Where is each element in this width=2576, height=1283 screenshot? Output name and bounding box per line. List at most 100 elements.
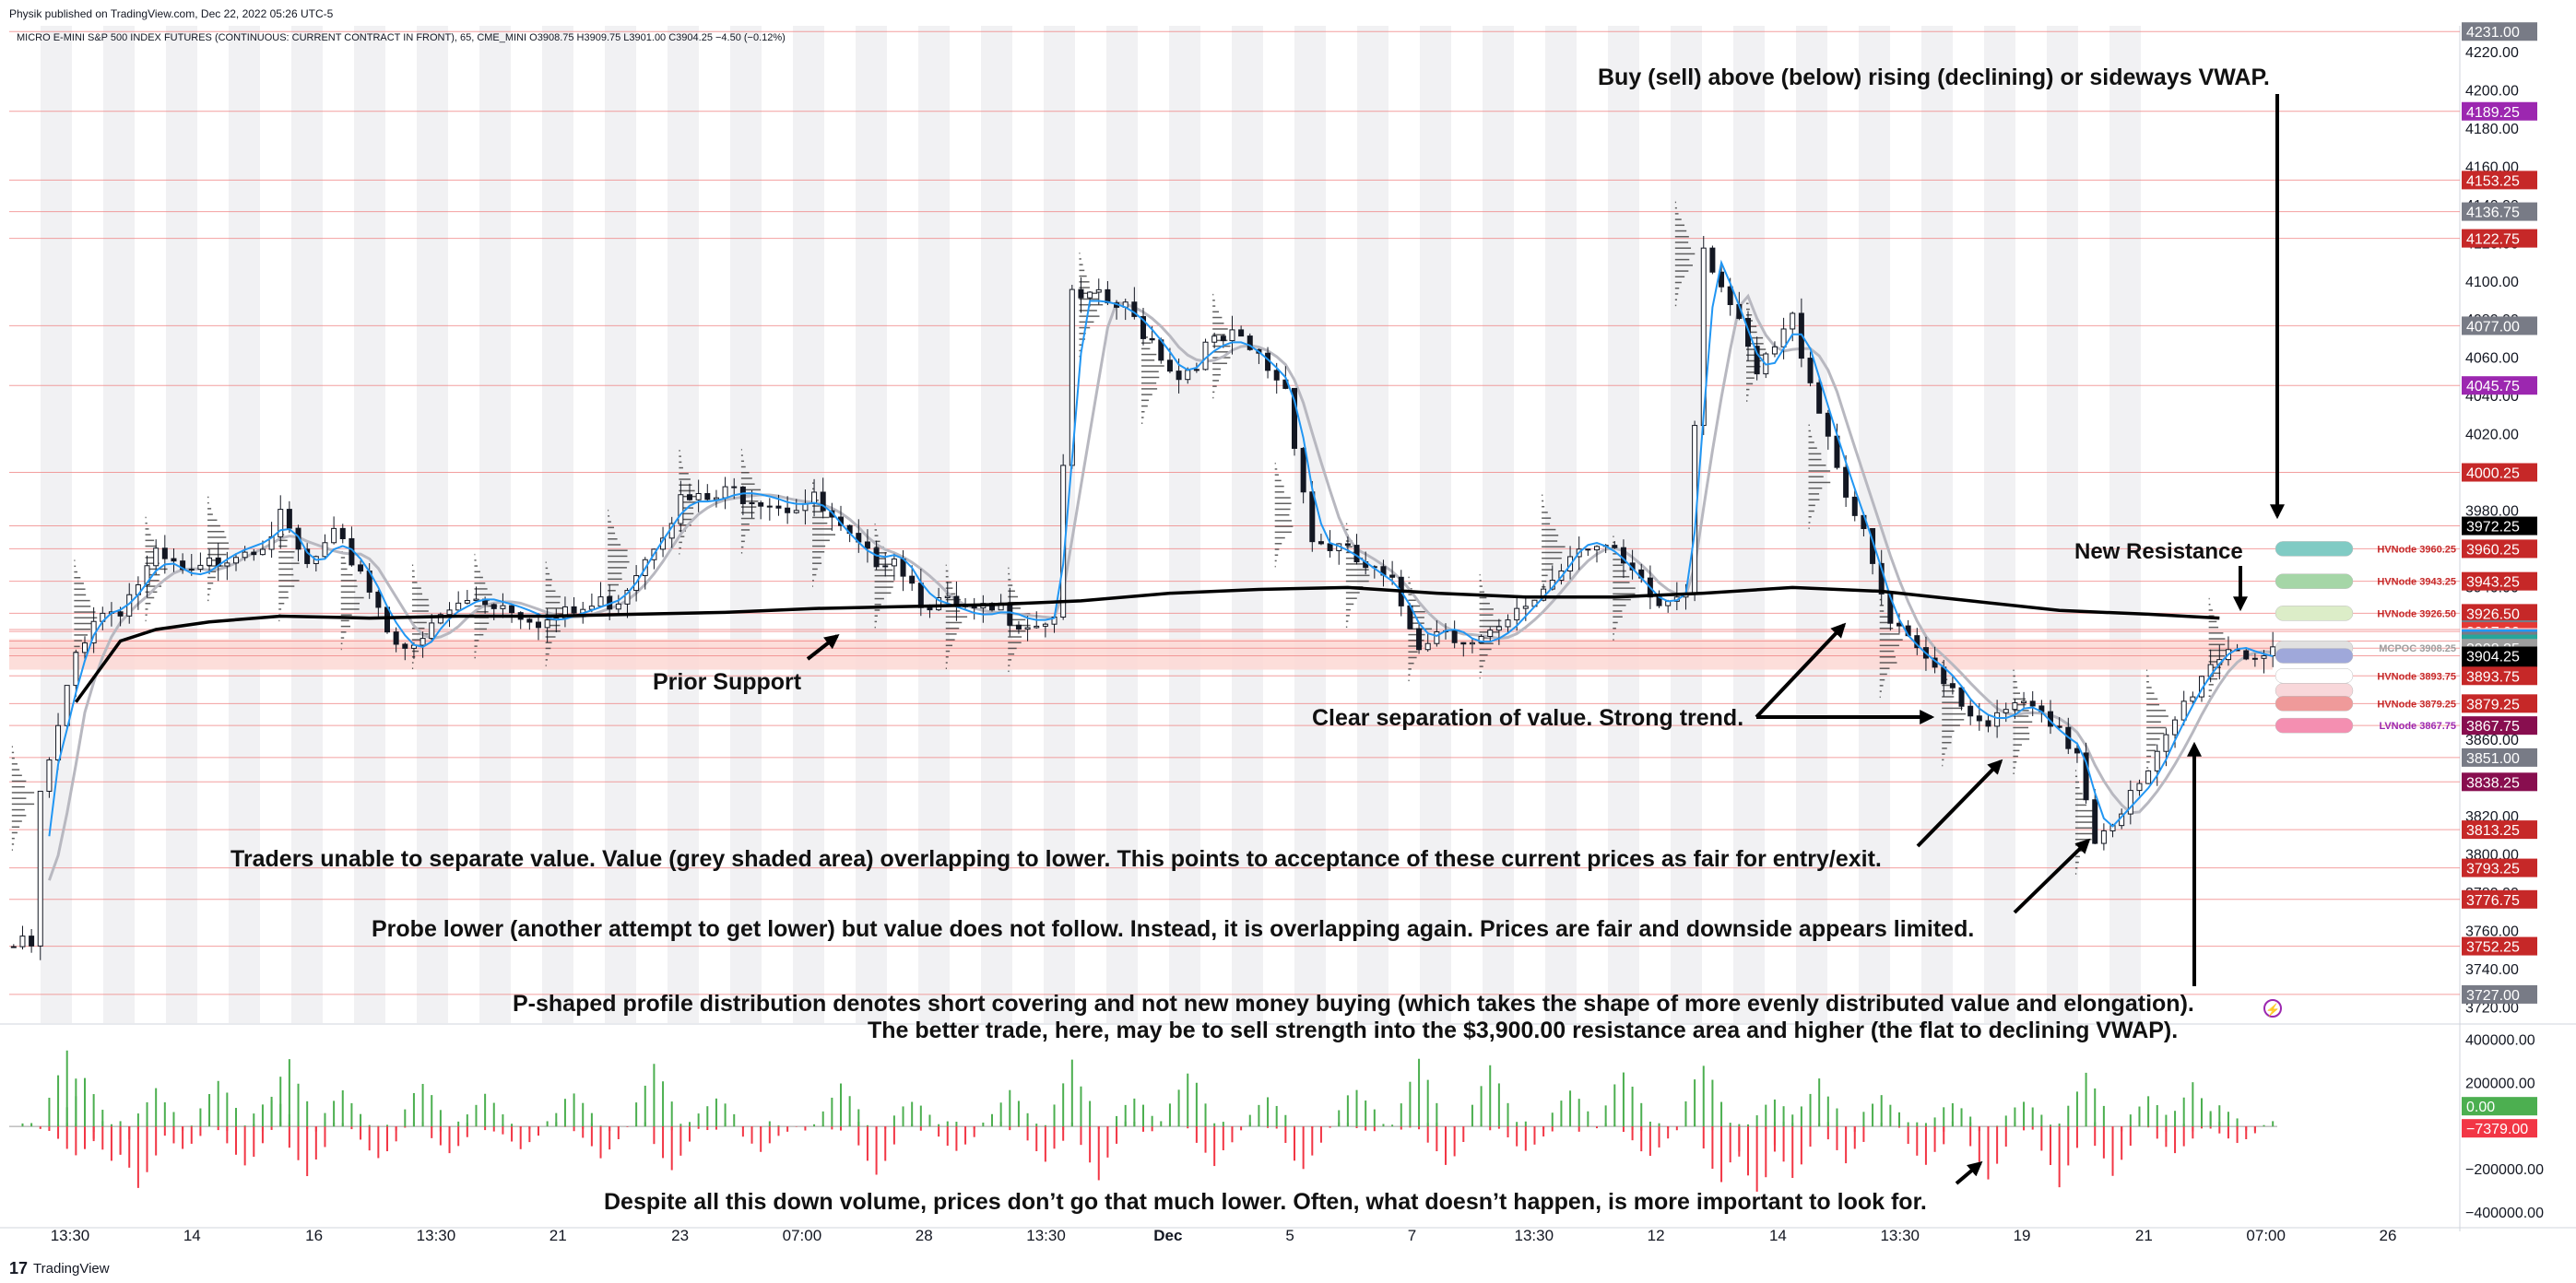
candle-body bbox=[2074, 747, 2080, 754]
profile-row bbox=[11, 792, 35, 794]
profile-row bbox=[1274, 468, 1278, 470]
profile-row bbox=[608, 509, 609, 512]
instrument-legend[interactable]: MICRO E-MINI S&P 500 INDEX FUTURES (CONT… bbox=[17, 32, 786, 43]
profile-row bbox=[2074, 873, 2077, 875]
lightning-icon[interactable]: ⚡ bbox=[2263, 999, 2282, 1018]
profile-row bbox=[2208, 626, 2219, 629]
profile-row bbox=[74, 640, 82, 642]
profile-row bbox=[608, 544, 621, 546]
profile-row bbox=[1674, 241, 1689, 243]
profile-row bbox=[545, 642, 552, 643]
profile-row bbox=[474, 611, 489, 613]
candle-body bbox=[704, 493, 711, 500]
profile-row bbox=[2074, 827, 2093, 830]
profile-row bbox=[1746, 336, 1764, 339]
profile-row bbox=[1345, 528, 1349, 531]
candle-body bbox=[1292, 387, 1297, 449]
time-tick-label: 14 bbox=[1769, 1227, 1787, 1244]
profile-row bbox=[411, 564, 414, 567]
profile-row bbox=[1674, 276, 1685, 278]
profile-row bbox=[1479, 585, 1483, 587]
profile-row bbox=[1613, 564, 1623, 567]
candle-body bbox=[375, 591, 382, 608]
profile-row bbox=[145, 528, 149, 530]
profile-row bbox=[1674, 218, 1682, 220]
candle-body bbox=[917, 583, 924, 608]
profile-row bbox=[1141, 371, 1159, 372]
profile-row bbox=[1274, 502, 1292, 505]
session-band bbox=[1921, 26, 1953, 1023]
profile-row bbox=[1479, 591, 1484, 594]
candle-body bbox=[144, 565, 150, 586]
profile-row bbox=[1879, 605, 1885, 606]
price-label-bg bbox=[2462, 571, 2537, 591]
profile-row bbox=[1613, 605, 1626, 606]
profile-row bbox=[207, 559, 221, 561]
profile-row bbox=[679, 512, 694, 515]
session-band bbox=[354, 26, 385, 1023]
profile-row bbox=[207, 536, 227, 538]
profile-row bbox=[1141, 382, 1157, 384]
profile-row bbox=[2208, 643, 2226, 646]
profile-row bbox=[340, 596, 364, 599]
profile-row bbox=[1879, 616, 1889, 618]
profile-row bbox=[2074, 832, 2095, 835]
candle-body bbox=[1505, 619, 1511, 628]
profile-row bbox=[474, 565, 479, 567]
annotation-vwap-rule: Buy (sell) above (below) rising (declini… bbox=[1598, 65, 2270, 90]
profile-row bbox=[1274, 565, 1276, 568]
profile-row bbox=[2208, 695, 2211, 698]
node-pill bbox=[2275, 648, 2354, 664]
profile-row bbox=[145, 551, 157, 553]
profile-row bbox=[340, 642, 343, 645]
profile-row bbox=[945, 662, 948, 664]
profile-row bbox=[1008, 636, 1022, 638]
candle-body bbox=[55, 724, 62, 760]
profile-row bbox=[1942, 747, 1947, 749]
profile-row bbox=[1008, 567, 1010, 570]
candle-body bbox=[153, 547, 160, 567]
profile-row bbox=[2208, 672, 2221, 675]
profile-row bbox=[1808, 504, 1815, 507]
profile-row bbox=[545, 584, 552, 586]
slow-moving-line bbox=[47, 293, 2274, 881]
profile-row bbox=[11, 826, 20, 829]
profile-row bbox=[2013, 761, 2017, 763]
profile-row bbox=[278, 608, 282, 610]
candle-body bbox=[1095, 288, 1102, 293]
profile-row bbox=[474, 553, 476, 556]
candle-body bbox=[446, 609, 453, 616]
profile-row bbox=[1542, 580, 1547, 583]
profile-row bbox=[411, 650, 419, 653]
candle-body bbox=[687, 494, 692, 500]
profile-row bbox=[740, 552, 743, 554]
candle-body bbox=[1851, 496, 1858, 516]
fast-line bbox=[48, 259, 2274, 837]
candle-body bbox=[927, 606, 933, 611]
price-label-text: 4231.00 bbox=[2466, 25, 2520, 41]
profile-row bbox=[740, 546, 744, 548]
profile-row bbox=[1008, 659, 1012, 661]
profile-row bbox=[1408, 662, 1414, 665]
price-tick-label: 3860.00 bbox=[2465, 733, 2519, 748]
fast-moving-line bbox=[48, 259, 2274, 837]
profile-row bbox=[411, 575, 415, 578]
volume-tick-label: −400000.00 bbox=[2465, 1206, 2544, 1221]
profile-row bbox=[945, 598, 961, 601]
profile-row bbox=[411, 621, 427, 624]
profile-row bbox=[2013, 744, 2022, 746]
price-tick-label: 3720.00 bbox=[2465, 1000, 2519, 1016]
volume-scale[interactable]: 400000.00 200000.00 −200000.00 −400000.00 0.… bbox=[2462, 1032, 2544, 1221]
session-band bbox=[1420, 26, 1451, 1023]
profile-row bbox=[1808, 465, 1826, 466]
time-axis[interactable]: 13:30 14 16 13:30 21 23 07:00 28 13:30 Dec 5 7 13:30… bbox=[51, 1227, 2397, 1244]
price-scale[interactable]: 3720.003740.003760.003780.003800.003820.… bbox=[2462, 22, 2537, 1016]
candle-body bbox=[678, 494, 684, 524]
candle-body bbox=[1353, 545, 1360, 563]
profile-row bbox=[1746, 383, 1754, 385]
profile-row bbox=[679, 541, 682, 544]
candle-body bbox=[1042, 623, 1048, 627]
profile-row bbox=[411, 598, 429, 601]
profile-row bbox=[11, 831, 18, 834]
